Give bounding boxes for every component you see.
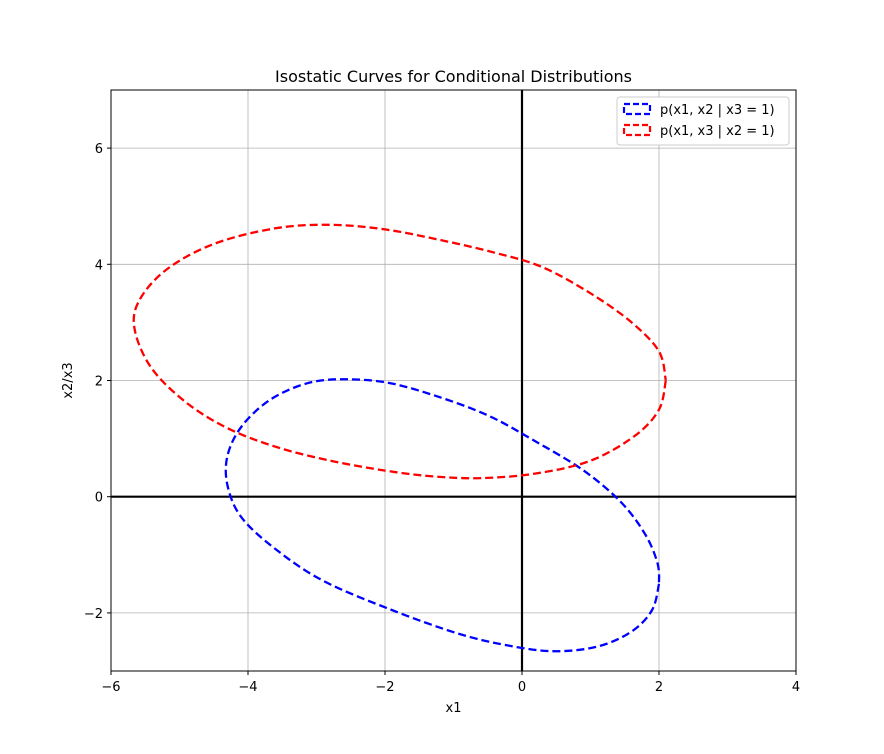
y-axis-label: x2/x3 xyxy=(61,362,76,398)
x-tick-label: 2 xyxy=(655,680,663,695)
x-tick-label: −2 xyxy=(375,680,394,695)
series-line-2 xyxy=(132,223,667,480)
y-tick-label: 0 xyxy=(95,491,103,506)
legend-box xyxy=(616,96,790,146)
x-tick-label: 4 xyxy=(792,680,800,695)
y-tick-label: 6 xyxy=(95,142,103,157)
zero-lines xyxy=(111,90,796,671)
legend-swatch-2 xyxy=(622,123,652,137)
legend-swatch-1 xyxy=(622,102,652,116)
x-axis-label: x1 xyxy=(446,701,462,716)
y-tick-label: −2 xyxy=(84,607,103,622)
ticks: −6 −4 −2 0 2 4 −2 0 2 4 6 xyxy=(84,142,800,695)
y-tick-label: 2 xyxy=(95,375,103,390)
series-line-1 xyxy=(224,378,661,653)
legend-label-2: p(x1, x3 | x2 = 1) xyxy=(660,124,775,139)
chart-title: Isostatic Curves for Conditional Distrib… xyxy=(275,67,632,86)
legend: p(x1, x2 | x3 = 1) p(x1, x3 | x2 = 1) xyxy=(616,96,790,146)
legend-label-1: p(x1, x2 | x3 = 1) xyxy=(660,103,775,118)
x-tick-label: 0 xyxy=(518,680,526,695)
x-tick-label: −4 xyxy=(238,680,257,695)
y-tick-label: 4 xyxy=(95,258,103,273)
series-group xyxy=(132,223,667,653)
x-tick-label: −6 xyxy=(101,680,120,695)
